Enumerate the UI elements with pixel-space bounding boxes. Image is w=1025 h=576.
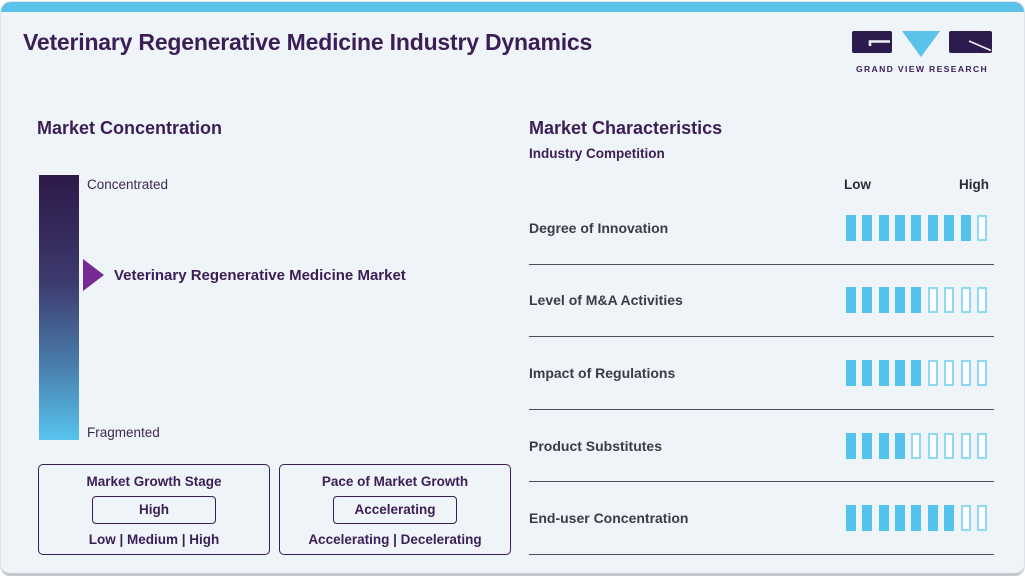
characteristic-row: End-user Concentration xyxy=(529,482,994,555)
rating-segment-filled xyxy=(960,214,971,241)
characteristic-label: End-user Concentration xyxy=(529,510,689,527)
market-position-label: Veterinary Regenerative Medicine Market xyxy=(114,266,406,284)
rating-segment-filled xyxy=(878,359,889,386)
market-concentration-heading: Market Concentration xyxy=(37,118,223,138)
rating-segment-filled xyxy=(895,359,906,386)
scale-high-label: High xyxy=(959,177,989,192)
characteristic-row: Level of M&A Activities xyxy=(529,265,994,338)
rating-segment-filled xyxy=(911,505,922,532)
rating-segment-filled xyxy=(911,287,922,314)
rating-segment-filled xyxy=(895,287,906,314)
rating-segment-filled xyxy=(862,214,873,241)
rating-segment-filled xyxy=(927,505,938,532)
characteristic-row: Impact of Regulations xyxy=(529,337,994,410)
gvr-logo: GRAND VIEW RESEARCH xyxy=(852,31,992,74)
rating-segment-empty xyxy=(927,432,938,459)
concentration-gradient-bar xyxy=(39,175,79,440)
rating-segment-empty xyxy=(977,359,987,386)
logo-v-icon xyxy=(901,31,940,57)
characteristic-label: Product Substitutes xyxy=(529,437,663,454)
growth-pace-value: Accelerating xyxy=(333,496,457,524)
rating-segment-empty xyxy=(960,432,971,459)
top-accent-stripe xyxy=(1,2,1024,12)
rating-segment-empty xyxy=(944,432,955,459)
rating-segment-empty xyxy=(977,287,987,314)
rating-segment-filled xyxy=(944,505,955,532)
rating-segment-filled xyxy=(845,432,856,459)
market-position-marker: Veterinary Regenerative Medicine Market xyxy=(83,259,406,291)
rating-segment-filled xyxy=(927,214,938,241)
industry-competition-subheading: Industry Competition xyxy=(529,146,665,161)
rating-segment-filled xyxy=(895,432,906,459)
rating-bar xyxy=(845,287,987,314)
growth-stage-options: Low | Medium | High xyxy=(88,532,220,547)
rating-segment-empty xyxy=(927,287,938,314)
rating-segment-empty xyxy=(960,505,971,532)
growth-stage-value: High xyxy=(92,496,216,524)
rating-segment-filled xyxy=(878,214,889,241)
brand-name: GRAND VIEW RESEARCH xyxy=(855,64,989,74)
characteristic-row: Degree of Innovation xyxy=(529,192,994,265)
rating-segment-filled xyxy=(878,287,889,314)
rating-bar xyxy=(845,505,987,532)
rating-segment-filled xyxy=(862,287,873,314)
rating-segment-empty xyxy=(960,287,971,314)
rating-segment-empty xyxy=(944,287,955,314)
rating-bar xyxy=(845,359,987,386)
market-growth-pace-box: Pace of Market Growth Accelerating Accel… xyxy=(279,464,511,555)
characteristic-label: Impact of Regulations xyxy=(529,364,676,381)
market-characteristics-heading: Market Characteristics xyxy=(529,118,723,138)
growth-pace-options: Accelerating | Decelerating xyxy=(308,532,482,547)
rating-bar xyxy=(845,432,987,459)
characteristic-label: Level of M&A Activities xyxy=(529,292,683,309)
rating-scale-labels: Low High xyxy=(529,177,989,193)
characteristic-row: Product Substitutes xyxy=(529,410,994,483)
rating-segment-empty xyxy=(927,359,938,386)
growth-pace-title: Pace of Market Growth xyxy=(321,474,469,489)
rating-segment-filled xyxy=(845,287,856,314)
rating-segment-filled xyxy=(878,505,889,532)
rating-segment-filled xyxy=(911,359,922,386)
logo-g-icon xyxy=(852,31,892,53)
fragmented-label: Fragmented xyxy=(87,425,160,440)
rating-segment-empty xyxy=(960,359,971,386)
rating-segment-filled xyxy=(862,359,873,386)
rating-segment-filled xyxy=(895,214,906,241)
arrow-right-icon xyxy=(83,259,104,291)
rating-segment-filled xyxy=(911,214,922,241)
rating-segment-empty xyxy=(911,432,922,459)
rating-bar xyxy=(845,214,987,241)
rating-segment-filled xyxy=(862,505,873,532)
rating-segment-empty xyxy=(977,505,987,532)
rating-segment-filled xyxy=(845,214,856,241)
gvr-logo-shapes xyxy=(852,31,992,57)
scale-low-label: Low xyxy=(844,177,871,192)
characteristic-label: Degree of Innovation xyxy=(529,219,669,236)
page-title: Veterinary Regenerative Medicine Industr… xyxy=(23,29,593,55)
rating-segment-filled xyxy=(862,432,873,459)
rating-segment-filled xyxy=(845,505,856,532)
rating-segment-filled xyxy=(895,505,906,532)
rating-segment-empty xyxy=(977,214,987,241)
rating-segment-empty xyxy=(977,432,987,459)
logo-r-icon xyxy=(949,31,992,53)
characteristics-rows: Degree of Innovation Level of M&A Activit… xyxy=(529,192,994,555)
rating-segment-filled xyxy=(845,359,856,386)
rating-segment-filled xyxy=(944,214,955,241)
rating-segment-empty xyxy=(944,359,955,386)
market-growth-stage-box: Market Growth Stage High Low | Medium | … xyxy=(38,464,270,555)
rating-segment-filled xyxy=(878,432,889,459)
concentrated-label: Concentrated xyxy=(87,177,169,192)
growth-stage-title: Market Growth Stage xyxy=(86,474,222,489)
